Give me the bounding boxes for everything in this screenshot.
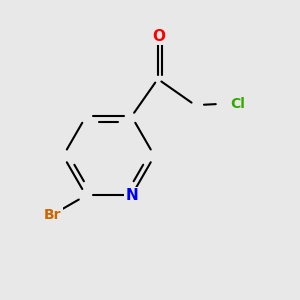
Text: O: O	[153, 29, 166, 44]
Text: Br: Br	[44, 208, 61, 222]
Text: N: N	[125, 188, 138, 203]
Text: Cl: Cl	[230, 97, 245, 111]
